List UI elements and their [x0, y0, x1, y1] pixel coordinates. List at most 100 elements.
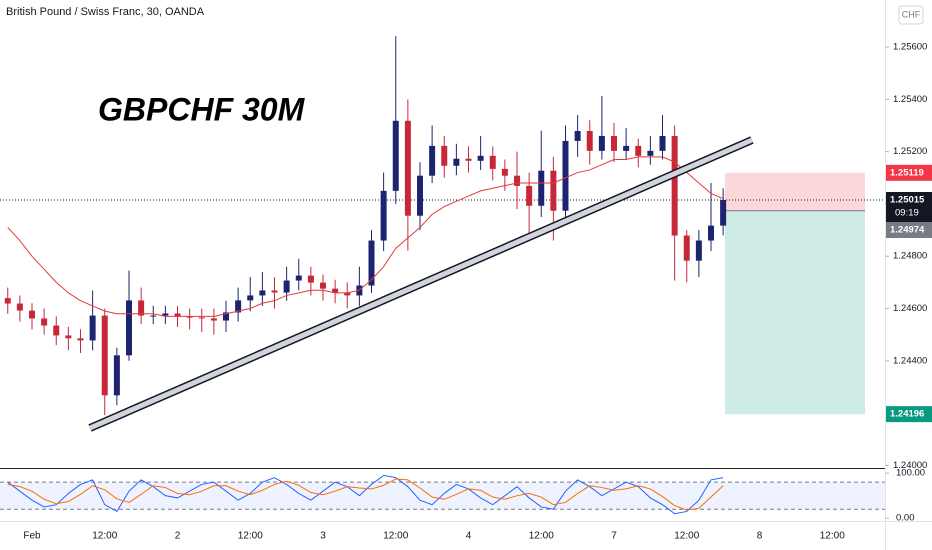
- candle-body: [441, 145, 448, 166]
- candle-body: [101, 315, 108, 396]
- candle-body: [647, 150, 654, 156]
- candle-body: [514, 175, 520, 186]
- candle-body: [380, 190, 387, 241]
- candle-body: [477, 155, 484, 161]
- entry-label-box: [886, 222, 932, 239]
- x-tick-label: Feb: [23, 531, 41, 542]
- x-tick-label: 2: [175, 531, 181, 542]
- candle-body: [550, 170, 557, 211]
- last-price-box: [886, 192, 932, 223]
- candle-body: [307, 275, 314, 283]
- y-tick-label: 100.00: [896, 468, 925, 479]
- oscillator-line: [7, 478, 724, 511]
- candle-body: [65, 335, 72, 339]
- moving-average: [7, 156, 724, 317]
- candle-body: [708, 225, 714, 241]
- candle-body: [41, 318, 48, 326]
- candle-body: [223, 312, 229, 321]
- y-tick-label: 0.00: [896, 513, 915, 524]
- y-tick-label: 1.25400: [893, 94, 927, 105]
- x-tick-label: 12:00: [92, 531, 117, 542]
- candle-body: [89, 315, 96, 341]
- x-tick-label: 7: [611, 531, 617, 542]
- candle-body: [332, 288, 339, 293]
- target-label: 1.24196: [890, 409, 924, 420]
- candle-body: [574, 130, 581, 141]
- candle-body: [489, 155, 496, 169]
- x-tick-label: 12:00: [383, 531, 408, 542]
- currency-button[interactable]: [898, 5, 924, 25]
- trend-line: [89, 137, 753, 431]
- candle-body: [538, 170, 545, 206]
- candle-body: [526, 185, 533, 206]
- candle-body: [247, 295, 254, 301]
- candle-body: [138, 300, 145, 316]
- main-pane: 1.256001.254001.252001.250001.248001.246…: [0, 36, 932, 542]
- candle-body: [392, 120, 399, 191]
- countdown-label: 09:19: [895, 208, 919, 219]
- candle-body: [598, 135, 605, 151]
- candle-body: [695, 240, 702, 261]
- candle-body: [623, 145, 630, 151]
- candle-body: [720, 200, 727, 226]
- y-tick-label: 1.24600: [893, 303, 927, 314]
- candle-body: [29, 310, 35, 319]
- currency-label[interactable]: CHF: [902, 9, 921, 19]
- candle-body: [4, 298, 11, 304]
- x-tick-label: 12:00: [820, 531, 845, 542]
- candle-body: [586, 130, 593, 151]
- last-price-label: 1.25015: [890, 195, 925, 206]
- candle-body: [198, 317, 205, 319]
- target-label-box: [886, 406, 932, 423]
- annotation: GBPCHF 30M: [98, 91, 306, 127]
- y-tick-label: 1.24000: [893, 460, 927, 471]
- candle-body: [635, 145, 642, 156]
- candle-body: [429, 145, 436, 176]
- y-tick-label: 1.24400: [893, 355, 927, 366]
- oscillator-line: [7, 474, 724, 515]
- stop-zone: [725, 172, 865, 211]
- candle-body: [77, 338, 84, 341]
- x-tick-label: 12:00: [529, 531, 554, 542]
- candle-body: [611, 135, 617, 151]
- candle-body: [295, 275, 302, 281]
- candle-body: [53, 325, 60, 336]
- y-tick-label: 1.25200: [893, 146, 927, 157]
- candle-body: [210, 318, 217, 321]
- x-tick-label: 3: [320, 531, 326, 542]
- candle-body: [235, 300, 242, 313]
- candle-body: [683, 235, 690, 261]
- stop-label-box: [886, 164, 932, 181]
- candle-body: [320, 282, 326, 289]
- symbol-title: British Pound / Swiss Franc, 30, OANDA: [6, 6, 205, 18]
- candle-body: [16, 303, 23, 311]
- y-tick-label: 1.24800: [893, 251, 927, 262]
- y-tick-label: 1.25600: [893, 42, 927, 53]
- candle-body: [174, 313, 181, 317]
- candle-body: [271, 290, 278, 293]
- candle-body: [368, 240, 375, 286]
- candle-body: [162, 313, 169, 316]
- candle-body: [126, 300, 132, 356]
- x-tick-label: 12:00: [674, 531, 699, 542]
- candle-body: [404, 120, 411, 216]
- candle-body: [501, 168, 508, 176]
- candle-body: [659, 135, 666, 151]
- candle-body: [453, 158, 460, 166]
- candle-body: [417, 175, 423, 216]
- candle-body: [465, 158, 472, 161]
- candle-body: [150, 315, 157, 317]
- candle-body: [283, 280, 290, 293]
- candle-body: [671, 135, 678, 236]
- candle-body: [344, 292, 351, 296]
- x-tick-label: 12:00: [238, 531, 263, 542]
- candle-body: [186, 316, 193, 318]
- target-zone: [725, 210, 865, 415]
- stop-label: 1.25119: [890, 167, 924, 178]
- x-tick-label: 4: [466, 531, 472, 542]
- candle-body: [113, 355, 120, 396]
- entry-label: 1.24974: [890, 225, 925, 236]
